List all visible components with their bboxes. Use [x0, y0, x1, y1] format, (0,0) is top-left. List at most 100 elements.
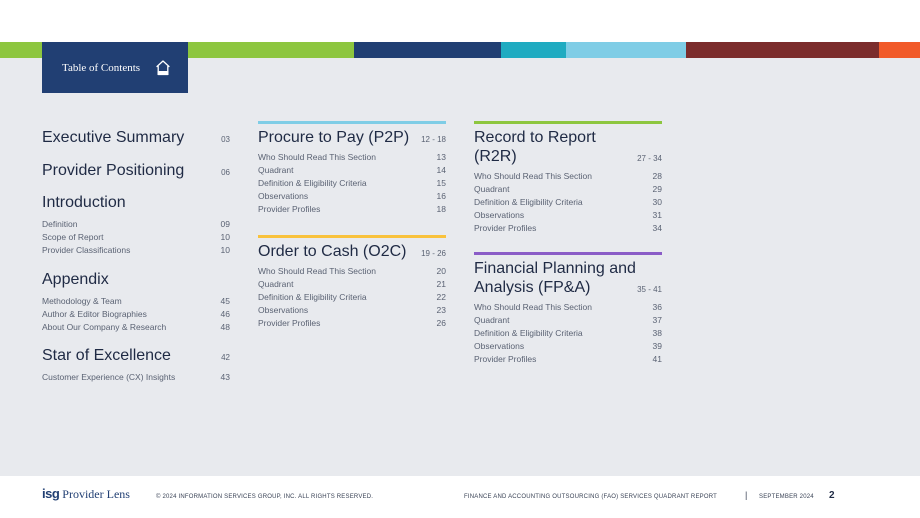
toc-item[interactable]: About Our Company & Research 48 — [42, 321, 230, 334]
item-label: Author & Editor Biographies — [42, 309, 147, 319]
toc-item[interactable]: Quadrant 29 — [474, 183, 662, 196]
color-segment — [354, 42, 501, 58]
toc-item[interactable]: Who Should Read This Section 20 — [258, 265, 446, 278]
toc-provider-positioning[interactable]: Provider Positioning 06 — [42, 161, 230, 180]
section-title-block[interactable]: Financial Planning and Analysis (FP&A) 3… — [474, 259, 662, 297]
toc-item[interactable]: Provider Profiles 41 — [474, 353, 662, 366]
color-segment — [879, 42, 920, 58]
home-icon[interactable] — [156, 60, 170, 76]
item-label: Who Should Read This Section — [474, 171, 592, 181]
toc-r2r: Record to Report (R2R) 27 - 34 Who Shoul… — [474, 121, 662, 235]
item-page: 38 — [652, 328, 662, 338]
copyright-text: © 2024 INFORMATION SERVICES GROUP, INC. … — [156, 494, 374, 500]
item-page: 34 — [652, 223, 662, 233]
toc-item[interactable]: Customer Experience (CX) Insights 43 — [42, 371, 230, 384]
toc-item[interactable]: Observations 23 — [258, 304, 446, 317]
item-label: Observations — [258, 305, 309, 315]
toc-item[interactable]: Definition & Eligibility Criteria 15 — [258, 177, 446, 190]
toc-item[interactable]: Who Should Read This Section 28 — [474, 170, 662, 183]
isg-provider-lens-logo: isg Provider Lens — [42, 486, 130, 502]
item-label: Quadrant — [474, 315, 510, 325]
toc-item[interactable]: Provider Profiles 34 — [474, 222, 662, 235]
section-title[interactable]: Introduction — [42, 194, 126, 211]
item-page: 16 — [436, 191, 446, 201]
toc-item[interactable]: Observations 39 — [474, 340, 662, 353]
item-label: Definition & Eligibility Criteria — [258, 292, 367, 302]
toc-item[interactable]: Definition 09 — [42, 218, 230, 231]
item-page: 46 — [220, 309, 230, 319]
toc-content-area — [0, 58, 920, 476]
section-title[interactable]: Appendix — [42, 271, 109, 288]
toc-tab[interactable]: Table of Contents — [42, 42, 188, 93]
toc-item[interactable]: Quadrant 21 — [258, 278, 446, 291]
section-rule — [258, 235, 446, 238]
item-label: Quadrant — [474, 184, 510, 194]
section-title: Executive Summary — [42, 129, 185, 146]
toc-fpa: Financial Planning and Analysis (FP&A) 3… — [474, 252, 662, 366]
report-title: FINANCE AND ACCOUNTING OUTSOURCING (FAO)… — [464, 494, 718, 500]
item-page: 43 — [220, 372, 230, 382]
item-page: 15 — [436, 178, 446, 188]
toc-item[interactable]: Definition & Eligibility Criteria 22 — [258, 291, 446, 304]
item-page: 26 — [436, 318, 446, 328]
section-title[interactable]: Order to Cash (O2C) — [258, 243, 407, 260]
section-title[interactable]: Procure to Pay (P2P) — [258, 129, 410, 146]
item-label: Who Should Read This Section — [258, 152, 376, 162]
item-label: Quadrant — [258, 165, 294, 175]
toc-introduction: Introduction Definition 09 Scope of Repor… — [42, 193, 230, 257]
section-page: 27 - 34 — [637, 154, 662, 163]
toc-p2p: Procure to Pay (P2P) 12 - 18 Who Should … — [258, 121, 446, 216]
section-page: 19 - 26 — [421, 249, 446, 258]
item-label: Who Should Read This Section — [258, 266, 376, 276]
page-number: 2 — [829, 490, 835, 501]
toc-item[interactable]: Definition & Eligibility Criteria 38 — [474, 327, 662, 340]
item-label: Observations — [258, 191, 309, 201]
toc-item[interactable]: Observations 31 — [474, 209, 662, 222]
toc-item[interactable]: Provider Classifications 10 — [42, 244, 230, 257]
toc-item[interactable]: Provider Profiles 18 — [258, 203, 446, 216]
report-date: SEPTEMBER 2024 — [759, 494, 814, 500]
toc-item[interactable]: Definition & Eligibility Criteria 30 — [474, 196, 662, 209]
item-label: Provider Profiles — [258, 204, 321, 214]
item-label: Provider Profiles — [474, 354, 537, 364]
section-title[interactable]: Star of Excellence — [42, 347, 171, 364]
footer — [0, 476, 920, 518]
item-label: Provider Classifications — [42, 245, 131, 255]
toc-item[interactable]: Who Should Read This Section 13 — [258, 151, 446, 164]
toc-item[interactable]: Scope of Report 10 — [42, 231, 230, 244]
logo-provider-lens: Provider Lens — [62, 487, 130, 501]
color-segment — [0, 42, 42, 58]
toc-executive-summary[interactable]: Executive Summary 03 — [42, 128, 230, 147]
section-title-block[interactable]: Record to Report (R2R) 27 - 34 — [474, 128, 662, 166]
section-title: Financial Planning and — [474, 260, 636, 277]
toc-item[interactable]: Quadrant 37 — [474, 314, 662, 327]
item-label: Definition & Eligibility Criteria — [474, 197, 583, 207]
item-page: 18 — [436, 204, 446, 214]
toc-item[interactable]: Quadrant 14 — [258, 164, 446, 177]
item-page: 13 — [436, 152, 446, 162]
color-segment — [188, 42, 354, 58]
item-label: Provider Profiles — [474, 223, 537, 233]
item-page: 23 — [436, 305, 446, 315]
item-page: 10 — [220, 232, 230, 242]
section-rule — [474, 121, 662, 124]
item-page: 41 — [652, 354, 662, 364]
section-title-line2: (R2R) — [474, 148, 517, 165]
item-label: Definition & Eligibility Criteria — [258, 178, 367, 188]
section-rule — [474, 252, 662, 255]
toc-item[interactable]: Observations 16 — [258, 190, 446, 203]
section-page: 03 — [221, 135, 230, 144]
toc-item[interactable]: Who Should Read This Section 36 — [474, 301, 662, 314]
toc-item[interactable]: Author & Editor Biographies 46 — [42, 308, 230, 321]
section-page: 42 — [221, 353, 230, 362]
item-page: 09 — [220, 219, 230, 229]
section-title: Record to Report — [474, 129, 596, 146]
toc-appendix: Appendix Methodology & Team 45 Author & E… — [42, 270, 230, 334]
item-page: 45 — [220, 296, 230, 306]
item-label: Definition — [42, 219, 78, 229]
toc-item[interactable]: Methodology & Team 45 — [42, 295, 230, 308]
toc-item[interactable]: Provider Profiles 26 — [258, 317, 446, 330]
section-title: Provider Positioning — [42, 162, 185, 179]
item-label: About Our Company & Research — [42, 322, 167, 332]
item-label: Quadrant — [258, 279, 294, 289]
